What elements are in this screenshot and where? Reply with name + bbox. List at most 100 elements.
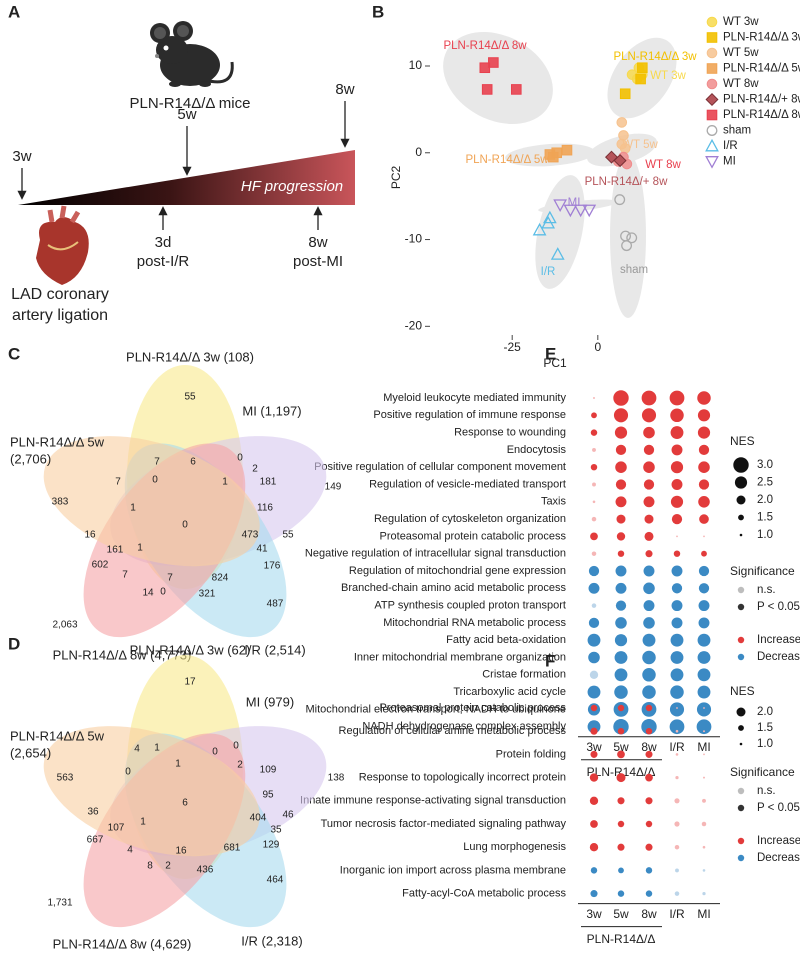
dot — [698, 479, 710, 490]
dot — [614, 426, 628, 439]
region-count: 824 — [212, 573, 229, 584]
region-count: 4 — [127, 845, 133, 856]
column-label: 5w — [613, 740, 629, 754]
size-legend-dot — [739, 533, 743, 537]
point — [635, 73, 646, 85]
dot — [675, 868, 679, 873]
region-count: 473 — [242, 530, 259, 541]
panel-a: A PLN-R14Δ/Δ mice HF progression 3w 5w 8… — [8, 2, 355, 324]
point — [553, 199, 568, 212]
column-label: 8w — [641, 907, 657, 921]
dot — [673, 550, 681, 557]
dot — [674, 798, 680, 804]
dot — [697, 391, 711, 405]
legend-label: WT 8w — [723, 78, 759, 90]
term-label: Negative regulation of intracellular sig… — [305, 548, 566, 560]
region-count: 0 — [212, 747, 218, 758]
direction-label: Decreased — [757, 852, 800, 864]
dot — [617, 727, 625, 735]
point — [542, 210, 557, 224]
significance-dot — [737, 804, 745, 812]
venn-set — [43, 726, 260, 857]
annotation: PLN-R14Δ/Δ 3w — [613, 51, 697, 63]
dot — [590, 727, 598, 735]
dot — [670, 408, 684, 423]
dot — [616, 773, 626, 783]
region-count: 7 — [154, 457, 160, 468]
region-count: 1 — [140, 817, 146, 828]
dot — [670, 461, 684, 474]
y-tick-label: -10 — [405, 232, 423, 246]
dot — [703, 535, 705, 538]
annotation: PLN-R14Δ/+ 8w — [585, 176, 668, 188]
column-label: 3w — [586, 907, 602, 921]
dot — [615, 461, 627, 473]
size-legend-dot — [736, 495, 746, 505]
dot — [591, 551, 597, 556]
point — [563, 204, 578, 218]
column-label: 8w — [641, 740, 657, 754]
dot — [617, 890, 625, 897]
dot — [670, 651, 684, 664]
dot — [671, 565, 683, 577]
dot — [614, 651, 628, 664]
dot — [645, 750, 653, 758]
legend-marker — [706, 16, 718, 28]
set-label: PLN-R14Δ/Δ 3w (62) — [130, 642, 251, 657]
dot — [645, 550, 653, 558]
intervention: post-MI — [293, 253, 343, 270]
dot — [645, 797, 653, 805]
significance-label: P < 0.05 — [757, 601, 800, 613]
term-label: Positive regulation of immune response — [373, 409, 566, 421]
dot — [591, 603, 597, 608]
dot — [643, 461, 655, 473]
dot — [589, 796, 599, 805]
group-label: PLN-R14Δ/Δ — [587, 765, 656, 779]
region-count: 602 — [92, 560, 109, 571]
region-count: 116 — [257, 503, 273, 514]
dot — [644, 514, 654, 524]
dot — [696, 719, 712, 735]
annotation: MI — [568, 197, 581, 209]
model-label: PLN-R14Δ/Δ mice — [130, 95, 251, 112]
dot — [617, 704, 625, 712]
legend-label: PLN-R14Δ/Δ 5w — [723, 63, 800, 75]
legend-marker — [705, 156, 719, 169]
panel-label: D — [8, 634, 20, 653]
region-count: 1 — [175, 759, 181, 770]
column-label: I/R — [669, 907, 685, 921]
set-label: (2,654) — [10, 745, 51, 760]
legend-marker — [705, 92, 719, 107]
region-count: 16 — [175, 846, 187, 857]
dot — [698, 461, 710, 473]
column-label: I/R — [669, 740, 685, 754]
significance-label: P < 0.05 — [757, 802, 800, 814]
panel-label: C — [8, 344, 20, 363]
significance-title: Significance — [730, 765, 795, 779]
region-count: 2 — [237, 760, 243, 771]
region-count: 0 — [125, 767, 131, 778]
dot — [698, 565, 710, 577]
dot — [703, 776, 705, 779]
dot — [617, 797, 625, 805]
dot — [589, 670, 599, 679]
dot — [617, 843, 625, 851]
region-count: 487 — [267, 599, 284, 610]
region-count: 16 — [84, 530, 96, 541]
dot — [587, 633, 601, 647]
dot — [698, 600, 710, 612]
intervention: post-I/R — [137, 253, 190, 270]
dot — [697, 668, 711, 682]
dot — [669, 390, 685, 406]
set-label: PLN-R14Δ/Δ 8w (4,629) — [53, 936, 192, 951]
term-label: Inorganic ion import across plasma membr… — [340, 864, 566, 876]
term-label: Regulation of vesicle-mediated transport — [369, 478, 566, 490]
point — [626, 232, 638, 244]
timepoint: 5w — [177, 106, 196, 123]
region-count: 36 — [87, 807, 99, 818]
point — [621, 240, 633, 252]
point — [637, 62, 648, 74]
dot — [643, 600, 655, 612]
size-legend-label: 2.5 — [757, 477, 773, 489]
dot — [615, 600, 627, 611]
